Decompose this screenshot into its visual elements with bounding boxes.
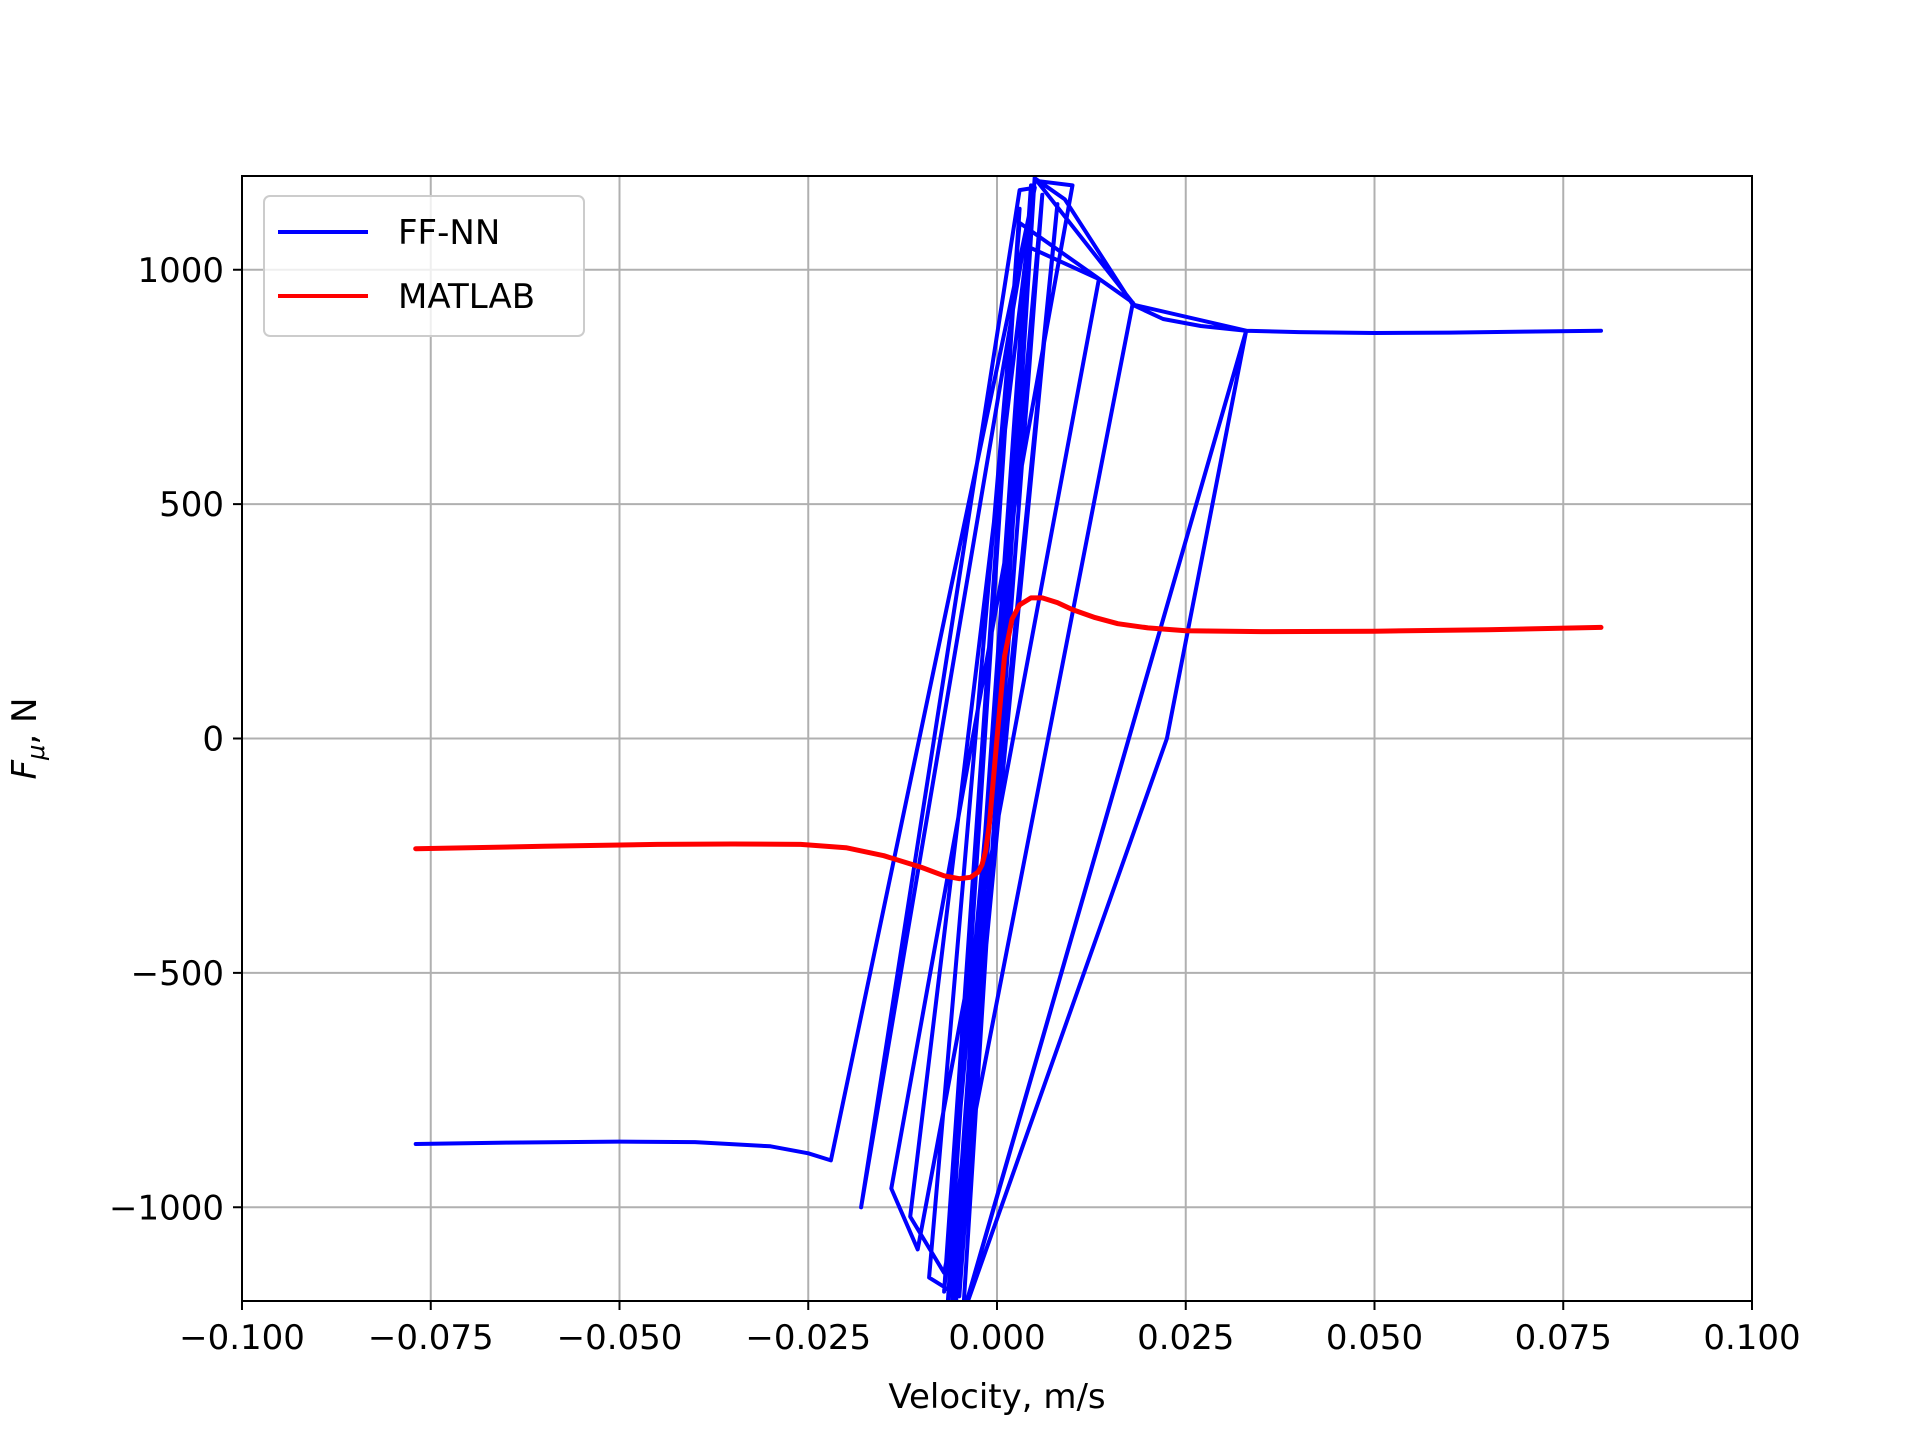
y-tick-label: 1000 <box>137 251 224 291</box>
x-tick-label: −0.050 <box>557 1318 683 1358</box>
series-line-ff-nn <box>413 176 1603 1301</box>
x-tick-label: 0.000 <box>948 1318 1045 1358</box>
legend: FF-NN MATLAB <box>263 195 585 337</box>
legend-label-ff-nn: FF-NN <box>398 213 500 253</box>
series-group <box>413 176 1604 1301</box>
axis-ticks: −0.100 −0.075 −0.050 −0.025 0.000 0.025 0.050 0… <box>109 251 1801 1358</box>
x-tick-label: 0.075 <box>1515 1318 1612 1358</box>
x-tick-label: 0.050 <box>1326 1318 1423 1358</box>
x-tick-label: 0.025 <box>1137 1318 1234 1358</box>
x-axis-title: Velocity, m/s <box>888 1377 1105 1417</box>
series-line-matlab <box>413 595 1604 882</box>
x-tick-label: −0.025 <box>745 1318 871 1358</box>
y-axis-title-tail: , N <box>5 698 45 745</box>
x-tick-label: 0.100 <box>1703 1318 1800 1358</box>
y-tick-label: 500 <box>159 485 224 525</box>
x-tick-label: −0.100 <box>179 1318 305 1358</box>
y-axis-title-main: F <box>5 759 45 779</box>
y-tick-label: −1000 <box>109 1188 224 1228</box>
y-axis-title-sub: μ <box>22 745 50 761</box>
y-tick-label: 0 <box>202 720 224 760</box>
y-tick-label: −500 <box>131 954 224 994</box>
x-tick-label: −0.075 <box>368 1318 494 1358</box>
legend-label-matlab: MATLAB <box>398 277 535 317</box>
y-axis-title: Fμ, N <box>5 698 50 780</box>
